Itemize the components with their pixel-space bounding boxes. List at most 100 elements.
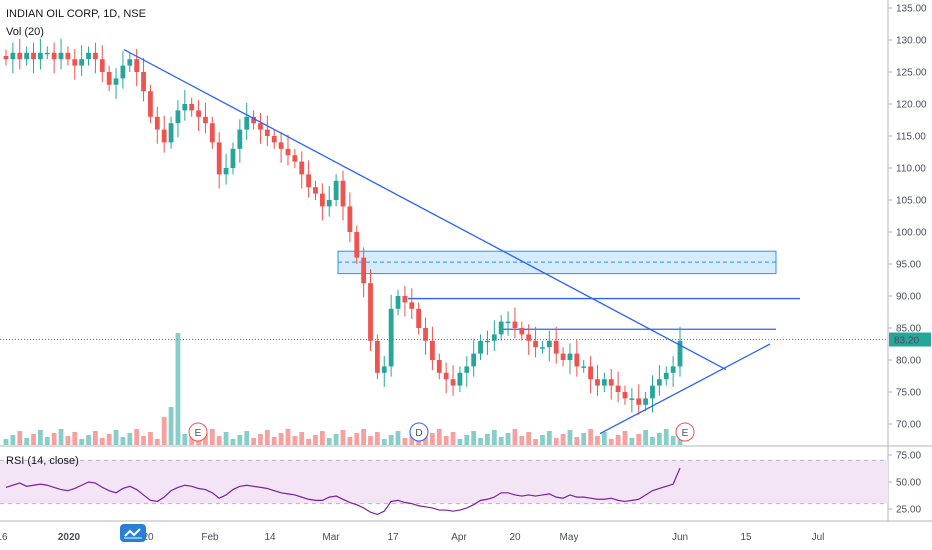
volume-bar xyxy=(203,433,208,445)
candle-body xyxy=(3,56,9,60)
event-marker[interactable] xyxy=(188,422,208,442)
candle-body xyxy=(402,296,408,303)
volume-bar xyxy=(622,431,628,445)
volume-bar xyxy=(361,429,367,445)
volume-bar xyxy=(629,438,635,445)
event-marker-label: D xyxy=(415,428,422,439)
price-tick-label: 120.00 xyxy=(896,100,927,111)
candle-body xyxy=(251,116,256,124)
candle-body xyxy=(340,180,346,207)
candle-body xyxy=(526,334,532,341)
volume-bar xyxy=(182,434,188,445)
volume-bar xyxy=(65,436,71,445)
time-tick-label: 20 xyxy=(142,532,154,543)
candle-body xyxy=(450,379,456,386)
price-tick-label: 95.00 xyxy=(896,260,921,271)
candle-body xyxy=(51,52,57,60)
candle-body xyxy=(161,129,167,143)
candle-body xyxy=(574,353,580,367)
candle-body xyxy=(636,398,642,405)
candle-body xyxy=(395,296,401,309)
candle-body xyxy=(333,180,339,200)
candle-body xyxy=(154,116,160,130)
candle-body xyxy=(79,59,85,66)
candle-body xyxy=(31,52,36,60)
candle-body xyxy=(622,392,628,399)
candle-body xyxy=(553,340,559,354)
candle-body xyxy=(10,52,16,60)
volume-bar xyxy=(526,432,532,445)
candle-body xyxy=(326,200,332,207)
volume-bar xyxy=(663,429,669,445)
volume-bar xyxy=(168,407,174,445)
price-tick-label: 80.00 xyxy=(896,356,921,367)
candle-body xyxy=(663,372,669,380)
volume-bar xyxy=(574,437,580,445)
time-tick-label: 17 xyxy=(387,532,399,543)
volume-bar xyxy=(588,429,593,445)
volume-bar xyxy=(670,436,676,445)
price-tick-label: 135.00 xyxy=(896,4,927,15)
event-marker-label: E xyxy=(682,428,689,439)
time-tick-label: 14 xyxy=(264,532,276,543)
price-tick-label: 100.00 xyxy=(896,228,927,239)
candle-body xyxy=(498,321,504,335)
candle-body xyxy=(436,360,442,373)
ascending-support-line[interactable] xyxy=(599,343,771,435)
event-marker[interactable] xyxy=(409,422,429,442)
volume-bar xyxy=(340,430,346,445)
candle-body xyxy=(113,78,119,85)
candle-body xyxy=(299,161,305,175)
volume-bar xyxy=(388,435,394,445)
volume-bar xyxy=(237,435,243,445)
volume-bar xyxy=(512,429,518,445)
volume-bar xyxy=(223,432,229,445)
volume-bar xyxy=(533,439,538,445)
volume-bar xyxy=(395,431,401,445)
volume-bar xyxy=(86,435,91,445)
candle-body xyxy=(457,372,463,386)
candle-body xyxy=(189,104,195,111)
volume-bar xyxy=(134,429,140,445)
candle-body xyxy=(209,123,215,143)
candle-body xyxy=(519,328,525,335)
price-tick-label: 110.00 xyxy=(896,164,926,175)
candle-body xyxy=(409,302,415,309)
volume-bar xyxy=(51,433,57,445)
time-tick-label: Mar xyxy=(322,532,340,543)
candle-body xyxy=(533,340,538,348)
event-marker[interactable] xyxy=(675,422,695,442)
volume-bar xyxy=(519,436,525,445)
candle-body xyxy=(168,123,174,143)
time-tick-label: 20 xyxy=(509,532,521,543)
candle-body xyxy=(643,398,649,405)
volume-label: Vol (20) xyxy=(6,26,44,38)
volume-bar xyxy=(326,438,332,445)
volume-bar xyxy=(148,432,153,445)
candle-body xyxy=(17,52,23,60)
time-tick-label: 15 xyxy=(740,532,752,543)
candle-body xyxy=(182,104,188,111)
candle-body xyxy=(271,136,277,143)
volume-bar xyxy=(99,438,105,445)
rsi-band xyxy=(0,460,888,504)
candle-body xyxy=(430,340,435,360)
candle-body xyxy=(546,340,552,348)
volume-bar xyxy=(443,436,449,445)
candle-body xyxy=(368,283,373,341)
descending-trendline[interactable] xyxy=(123,49,727,371)
volume-bar xyxy=(58,429,64,445)
time-tick-label: Jul xyxy=(812,532,825,543)
rsi-tick-label: 50.00 xyxy=(896,478,921,489)
tradingview-logo-icon[interactable] xyxy=(120,524,146,542)
volume-bar xyxy=(319,431,325,445)
volume-bar xyxy=(251,438,256,445)
candle-body xyxy=(72,59,78,66)
volume-bar xyxy=(354,433,360,445)
candle-body xyxy=(354,232,360,258)
rsi-tick-label: 75.00 xyxy=(896,451,921,462)
rsi-line xyxy=(5,467,681,516)
candle-body xyxy=(120,65,126,79)
